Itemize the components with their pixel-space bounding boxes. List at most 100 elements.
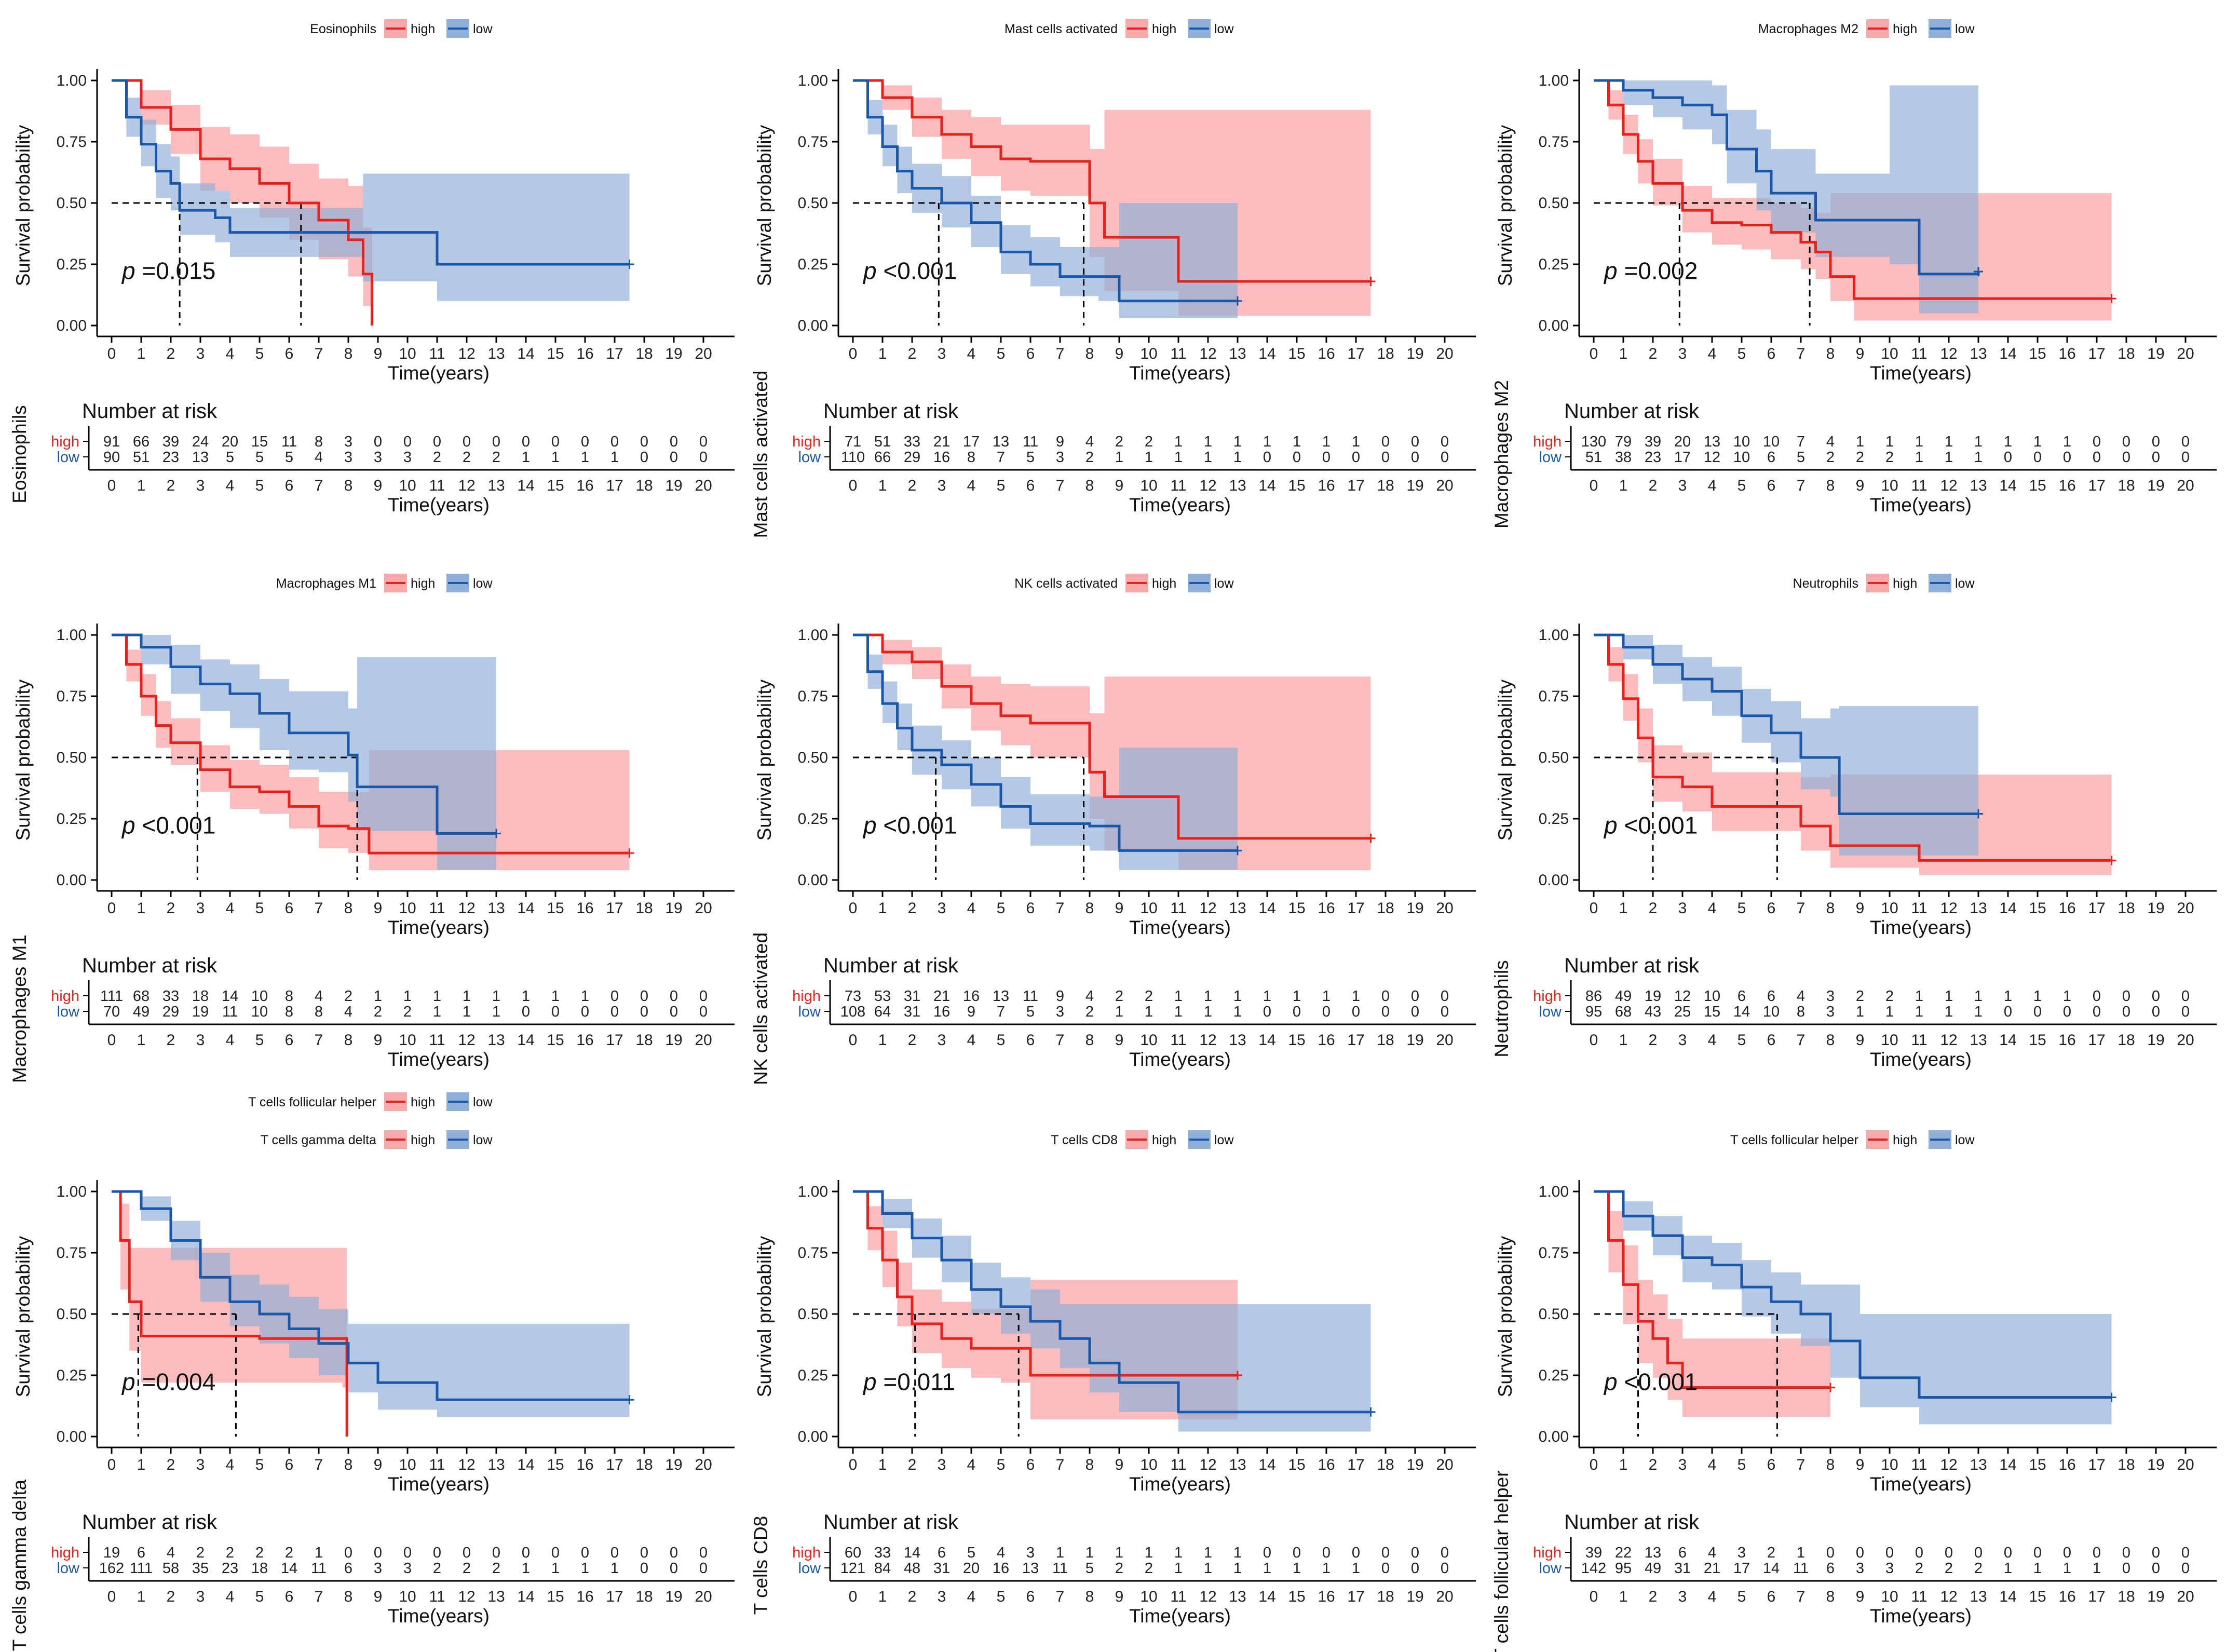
- x-tick-label: 11: [1170, 345, 1186, 362]
- x-tick-label: 20: [1436, 1456, 1453, 1473]
- risk-x-tick-label: 0: [107, 477, 116, 494]
- risk-count-high: 39: [162, 434, 179, 450]
- risk-x-tick-label: 19: [1406, 477, 1423, 494]
- x-tick-label: 8: [1826, 1456, 1835, 1473]
- risk-x-tick-label: 9: [1115, 477, 1124, 494]
- risk-count-low: 0: [2063, 1004, 2071, 1020]
- risk-count-low: 2: [1085, 1004, 1094, 1020]
- risk-count-low: 3: [374, 449, 382, 466]
- p-value-symbol: p: [121, 1368, 142, 1395]
- x-tick-label: 18: [1377, 345, 1394, 362]
- risk-x-tick-label: 8: [1085, 1588, 1094, 1605]
- risk-count-high: 0: [522, 434, 530, 450]
- y-axis-title: Survival probability: [12, 125, 34, 286]
- y-tick-label: 0.75: [1539, 688, 1569, 705]
- x-tick-label: 4: [1708, 345, 1717, 362]
- risk-count-high: 0: [1441, 988, 1449, 1005]
- censor-mark-high: [2107, 856, 2116, 865]
- risk-count-low: 2: [1826, 449, 1835, 466]
- x-tick-label: 14: [1258, 345, 1275, 362]
- risk-count-low: 31: [933, 1560, 950, 1577]
- risk-count-high: 1: [1945, 434, 1953, 450]
- risk-count-high: 0: [2152, 988, 2160, 1005]
- km-panel-9: T cells follicular helper high low0.000.25…: [1491, 1130, 2217, 1652]
- risk-count-low: 7: [997, 1004, 1005, 1020]
- risk-x-tick-label: 16: [2058, 477, 2075, 494]
- x-tick-label: 14: [1999, 1456, 2016, 1473]
- risk-count-low: 1: [1885, 1004, 1894, 1020]
- risk-x-tick-label: 15: [547, 1032, 564, 1049]
- risk-label-low: low: [57, 449, 80, 466]
- risk-count-high: 0: [1263, 1545, 1271, 1561]
- legend-title: Mast cells activated: [1005, 22, 1118, 36]
- risk-count-low: 20: [963, 1560, 980, 1577]
- risk-x-tick-label: 12: [458, 1032, 475, 1049]
- risk-count-low: 51: [133, 449, 150, 466]
- survival-curve-low: [112, 633, 496, 835]
- risk-count-high: 0: [670, 434, 678, 450]
- legend-high-label: high: [411, 576, 435, 591]
- risk-count-high: 0: [1856, 1545, 1864, 1561]
- risk-count-high: 33: [874, 1545, 891, 1561]
- x-tick-label: 5: [255, 345, 264, 362]
- risk-count-low: 2: [463, 1560, 471, 1577]
- x-tick-label: 14: [517, 345, 534, 362]
- risk-count-high: 20: [1674, 434, 1691, 450]
- risk-count-low: 43: [1645, 1004, 1661, 1020]
- risk-y-axis-title: Neutrophils: [1491, 960, 1512, 1057]
- risk-x-tick-label: 11: [429, 477, 445, 494]
- x-tick-label: 12: [1940, 345, 1957, 362]
- risk-label-high: high: [51, 988, 79, 1005]
- risk-count-high: 1: [1856, 434, 1864, 450]
- risk-count-low: 111: [130, 1560, 153, 1577]
- risk-count-low: 2: [463, 449, 471, 466]
- x-tick-label: 12: [458, 900, 475, 917]
- risk-count-high: 0: [1381, 434, 1390, 450]
- risk-x-tick-label: 15: [547, 477, 564, 494]
- x-tick-label: 7: [1056, 1456, 1065, 1473]
- x-tick-label: 10: [399, 900, 416, 917]
- x-tick-label: 18: [635, 900, 653, 917]
- risk-count-low: 0: [2063, 449, 2071, 466]
- x-tick-label: 8: [344, 900, 353, 917]
- risk-x-tick-label: 8: [1826, 1588, 1835, 1605]
- risk-count-high: 10: [1733, 434, 1750, 450]
- risk-count-low: 1: [581, 449, 589, 466]
- risk-y-axis-title: Macrophages M2: [1491, 380, 1512, 529]
- risk-x-axis-title: Time(years): [1870, 1049, 1972, 1070]
- risk-count-low: 1: [522, 1560, 530, 1577]
- risk-count-low: 142: [1581, 1560, 1606, 1577]
- risk-x-tick-label: 6: [1026, 1588, 1035, 1605]
- x-tick-label: 7: [1056, 900, 1065, 917]
- risk-count-low: 0: [1411, 1004, 1419, 1020]
- risk-count-high: 1: [1293, 434, 1301, 450]
- risk-count-low: 1: [1856, 1004, 1864, 1020]
- x-tick-label: 8: [1826, 345, 1835, 362]
- risk-x-axis-title: Time(years): [1870, 1605, 1972, 1627]
- risk-count-low: 0: [2122, 1004, 2130, 1020]
- x-tick-label: 20: [2177, 345, 2194, 362]
- x-tick-label: 15: [547, 345, 564, 362]
- risk-count-low: 1: [1204, 1560, 1212, 1577]
- risk-count-low: 2: [1915, 1560, 1923, 1577]
- risk-count-low: 3: [344, 449, 352, 466]
- legend-low-label: low: [1214, 1133, 1234, 1147]
- risk-count-high: 0: [2122, 1545, 2130, 1561]
- risk-label-high: high: [51, 434, 79, 450]
- risk-count-low: 11: [311, 1560, 327, 1577]
- x-tick-label: 15: [1288, 1456, 1305, 1473]
- risk-count-low: 1: [610, 449, 619, 466]
- risk-x-tick-label: 3: [196, 477, 205, 494]
- risk-y-axis-title: Macrophages M1: [9, 935, 30, 1083]
- risk-count-high: 1: [2063, 434, 2071, 450]
- y-tick-label: 0.25: [57, 1367, 87, 1384]
- stray-legend-high-label: high: [411, 1095, 435, 1109]
- risk-x-tick-label: 20: [695, 1588, 712, 1605]
- x-tick-label: 19: [2147, 900, 2164, 917]
- x-tick-label: 16: [576, 1456, 593, 1473]
- risk-table-title: Number at risk: [82, 1511, 218, 1534]
- risk-count-low: 2: [1085, 449, 1094, 466]
- risk-count-high: 1: [1085, 1545, 1094, 1561]
- risk-count-low: 16: [993, 1560, 1009, 1577]
- ci-band-high: [853, 80, 1371, 316]
